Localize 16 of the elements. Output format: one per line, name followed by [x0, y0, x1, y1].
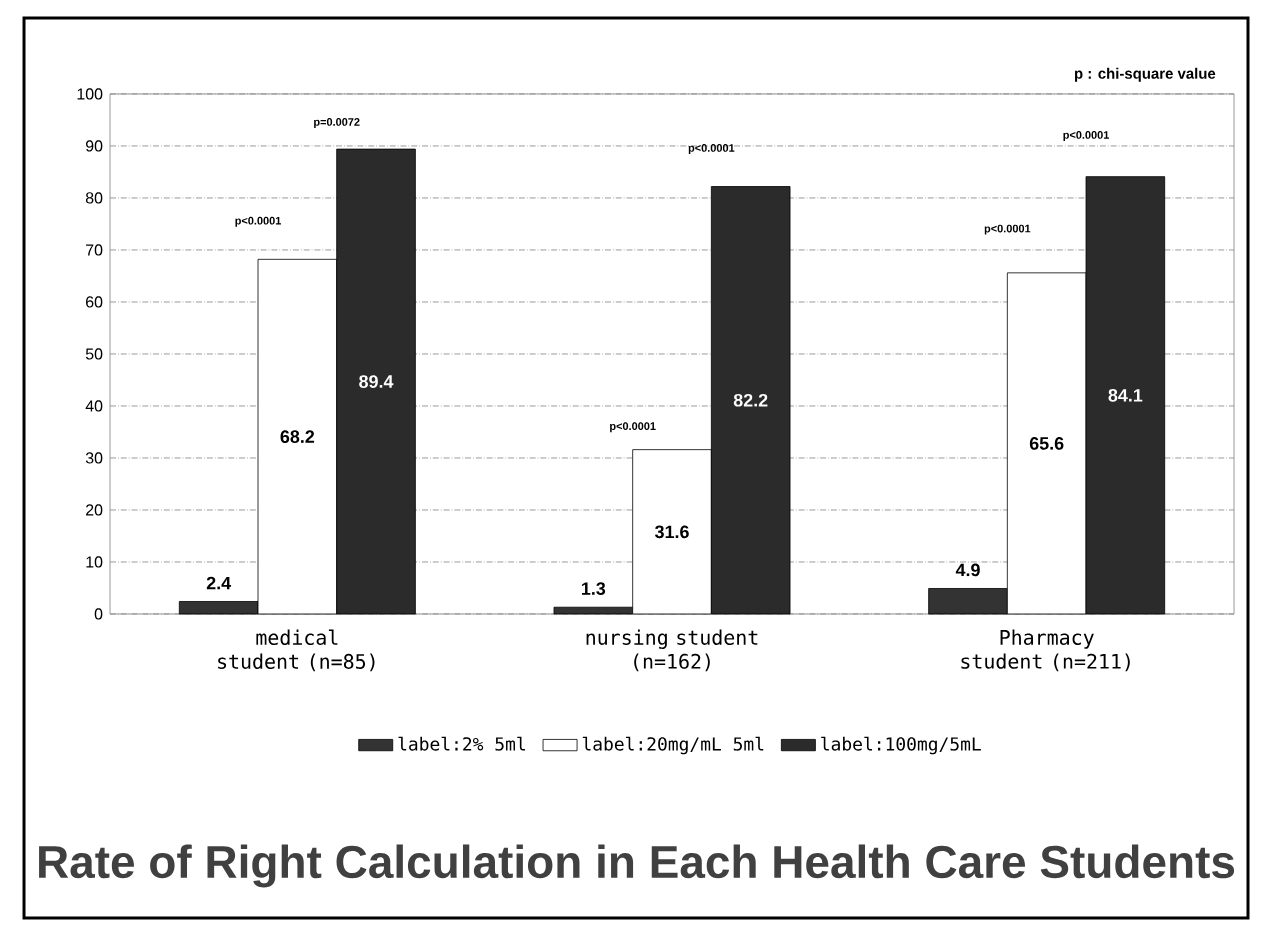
- data-label: 4.9: [955, 563, 980, 577]
- data-label: 1.3: [582, 582, 606, 595]
- text: Rate of Right Calculation in Each Health Care Students: [39, 844, 1235, 888]
- x-tick-label: nursing student (n=162): [586, 629, 758, 672]
- data-label: 68.2: [280, 430, 315, 444]
- data-label: 84.1: [1108, 388, 1143, 402]
- x-tick-label: medical student (n=85): [218, 629, 375, 672]
- data-label: 2.4: [206, 576, 232, 590]
- data-label: 65.6: [1029, 437, 1064, 450]
- legend-label: label:20mg/mL 5ml: [582, 736, 764, 755]
- legend-label: label:100mg/5mL: [821, 736, 981, 755]
- data-label: 82.2: [733, 393, 768, 407]
- legend-label: label:2% 5ml: [398, 736, 525, 751]
- x-tick-label: Pharmacy student (n=211): [961, 629, 1130, 672]
- data-label: 89.4: [359, 375, 394, 388]
- data-label: 31.6: [654, 525, 689, 539]
